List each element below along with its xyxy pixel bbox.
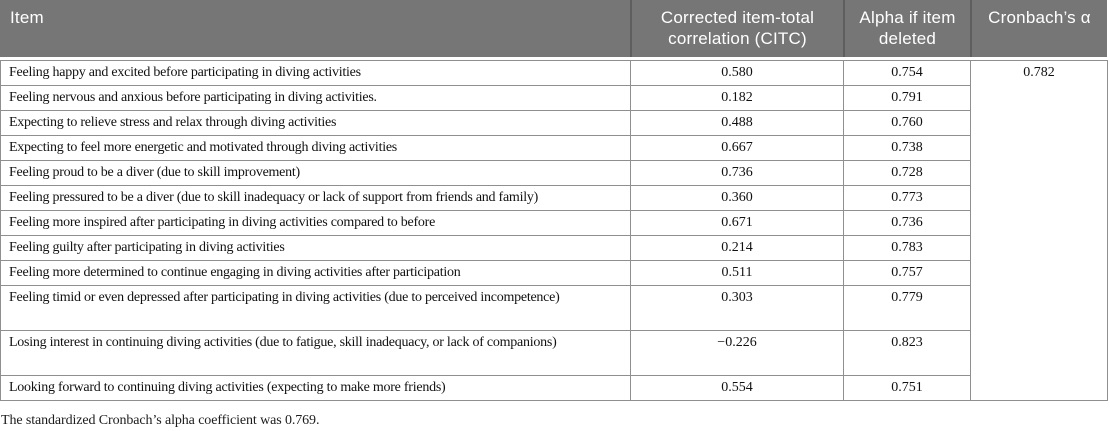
alpha-cell: 0.791 bbox=[843, 85, 971, 111]
table-header: Item Corrected item-total correlation (C… bbox=[0, 0, 1107, 57]
alpha-cell: 0.751 bbox=[843, 375, 971, 401]
cronbach-alpha-cell: 0.782 bbox=[970, 60, 1108, 401]
item-cell: Feeling timid or even depressed after pa… bbox=[0, 285, 631, 331]
table-row: Feeling nervous and anxious before parti… bbox=[0, 85, 1108, 111]
alpha-cell: 0.757 bbox=[843, 260, 971, 286]
citc-cell: −0.226 bbox=[630, 330, 844, 376]
header-alpha-if-deleted: Alpha if item deleted bbox=[843, 0, 970, 57]
citc-cell: 0.736 bbox=[630, 160, 844, 186]
table-footnote: The standardized Cronbach’s alpha coeffi… bbox=[1, 413, 320, 428]
item-cell: Looking forward to continuing diving act… bbox=[0, 375, 631, 401]
citc-cell: 0.554 bbox=[630, 375, 844, 401]
table-row: Expecting to feel more energetic and mot… bbox=[0, 135, 1108, 161]
alpha-cell: 0.773 bbox=[843, 185, 971, 211]
citc-cell: 0.488 bbox=[630, 110, 844, 136]
alpha-cell: 0.754 bbox=[843, 60, 971, 86]
table-row: Losing interest in continuing diving act… bbox=[0, 330, 1108, 376]
table-body: Feeling happy and excited before partici… bbox=[0, 60, 1108, 401]
citc-cell: 0.182 bbox=[630, 85, 844, 111]
item-cell: Feeling guilty after participating in di… bbox=[0, 235, 631, 261]
citc-cell: 0.671 bbox=[630, 210, 844, 236]
table-row: Feeling happy and excited before partici… bbox=[0, 60, 1108, 401]
item-cell: Expecting to feel more energetic and mot… bbox=[0, 135, 631, 161]
alpha-cell: 0.779 bbox=[843, 285, 971, 331]
citc-cell: 0.667 bbox=[630, 135, 844, 161]
item-cell: Feeling proud to be a diver (due to skil… bbox=[0, 160, 631, 186]
item-cell: Expecting to relieve stress and relax th… bbox=[0, 110, 631, 136]
item-cell: Losing interest in continuing diving act… bbox=[0, 330, 631, 376]
item-cell: Feeling pressured to be a diver (due to … bbox=[0, 185, 631, 211]
header-cronbach-alpha: Cronbach’s α bbox=[970, 0, 1107, 57]
table-row: Expecting to relieve stress and relax th… bbox=[0, 110, 1108, 136]
table-row: Feeling timid or even depressed after pa… bbox=[0, 285, 1108, 331]
citc-cell: 0.360 bbox=[630, 185, 844, 211]
alpha-cell: 0.738 bbox=[843, 135, 971, 161]
header-citc: Corrected item-total correlation (CITC) bbox=[630, 0, 843, 57]
table-row: Feeling more determined to continue enga… bbox=[0, 260, 1108, 286]
item-cell: Feeling nervous and anxious before parti… bbox=[0, 85, 631, 111]
item-cell: Feeling more determined to continue enga… bbox=[0, 260, 631, 286]
alpha-cell: 0.783 bbox=[843, 235, 971, 261]
alpha-cell: 0.736 bbox=[843, 210, 971, 236]
citc-cell: 0.303 bbox=[630, 285, 844, 331]
alpha-cell: 0.823 bbox=[843, 330, 971, 376]
citc-cell: 0.580 bbox=[630, 60, 844, 86]
alpha-cell: 0.728 bbox=[843, 160, 971, 186]
table-row: Feeling more inspired after participatin… bbox=[0, 210, 1108, 236]
citc-cell: 0.511 bbox=[630, 260, 844, 286]
alpha-cell: 0.760 bbox=[843, 110, 971, 136]
table-row: Feeling guilty after participating in di… bbox=[0, 235, 1108, 261]
table-row: Feeling proud to be a diver (due to skil… bbox=[0, 160, 1108, 186]
citc-cell: 0.214 bbox=[630, 235, 844, 261]
header-item: Item bbox=[0, 0, 630, 57]
table-row: Feeling pressured to be a diver (due to … bbox=[0, 185, 1108, 211]
item-cell: Feeling happy and excited before partici… bbox=[0, 60, 631, 86]
table-row: Looking forward to continuing diving act… bbox=[0, 375, 1108, 401]
header-row: Item Corrected item-total correlation (C… bbox=[0, 0, 1107, 57]
item-cell: Feeling more inspired after participatin… bbox=[0, 210, 631, 236]
